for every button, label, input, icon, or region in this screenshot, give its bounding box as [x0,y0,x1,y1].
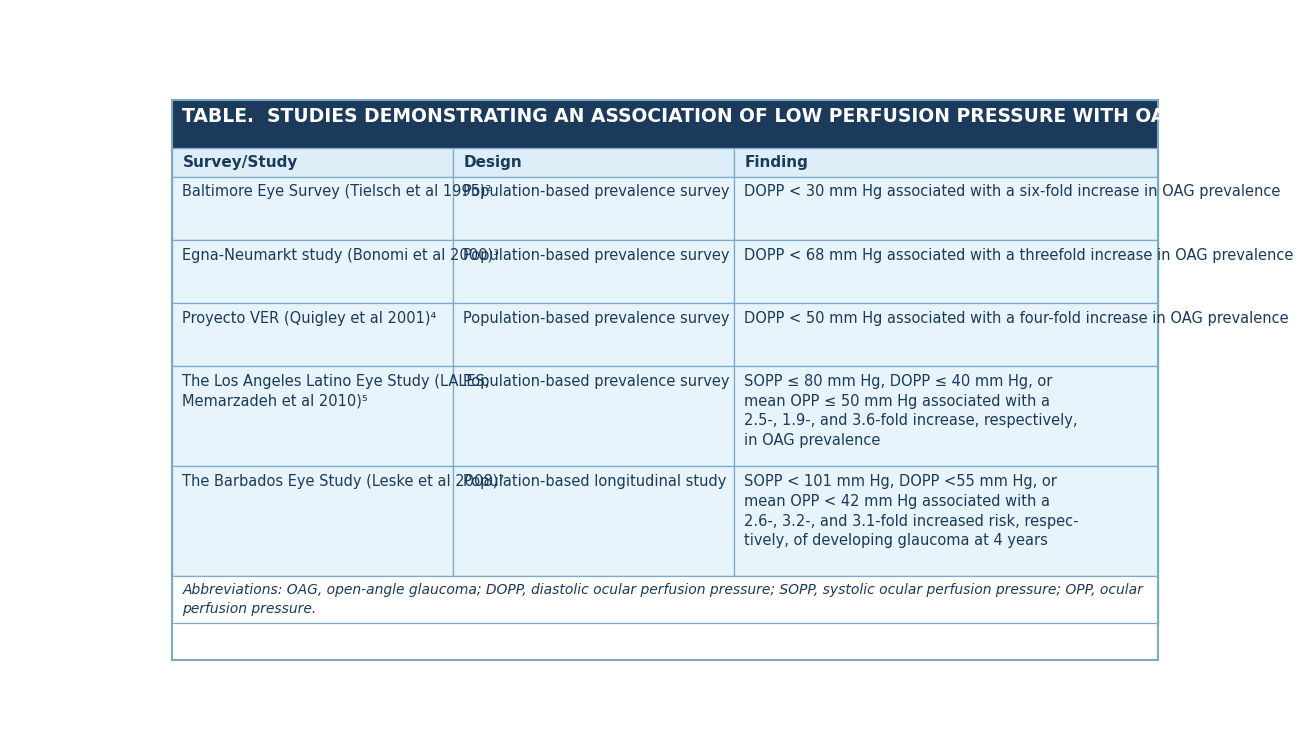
Bar [453,367,735,466]
Text: SOPP < 101 mm Hg, DOPP <55 mm Hg, or
mean OPP < 42 mm Hg associated with a
2.6-,: SOPP < 101 mm Hg, DOPP <55 mm Hg, or mea… [744,474,1079,548]
Text: SOPP ≤ 80 mm Hg, DOPP ≤ 40 mm Hg, or
mean OPP ≤ 50 mm Hg associated with a
2.5-,: SOPP ≤ 80 mm Hg, DOPP ≤ 40 mm Hg, or mea… [744,374,1077,448]
Text: Population-based prevalence survey: Population-based prevalence survey [463,374,729,389]
Bar [735,147,1158,177]
Bar [173,99,1158,147]
Bar [735,303,1158,367]
Bar [173,177,453,240]
Text: Population-based prevalence survey: Population-based prevalence survey [463,248,729,263]
Text: TABLE.  STUDIES DEMONSTRATING AN ASSOCIATION OF LOW PERFUSION PRESSURE WITH OAG: TABLE. STUDIES DEMONSTRATING AN ASSOCIAT… [183,108,1181,126]
Bar [173,147,453,177]
Text: Population-based prevalence survey: Population-based prevalence survey [463,185,729,200]
Bar [453,303,735,367]
Bar [173,367,453,466]
Bar [735,367,1158,466]
Bar [173,240,453,303]
Text: DOPP < 30 mm Hg associated with a six-fold increase in OAG prevalence: DOPP < 30 mm Hg associated with a six-fo… [744,185,1281,200]
Text: Baltimore Eye Survey (Tielsch et al 1995)²: Baltimore Eye Survey (Tielsch et al 1995… [183,185,492,200]
Text: The Los Angeles Latino Eye Study (LALES;
Memarzadeh et al 2010)⁵: The Los Angeles Latino Eye Study (LALES;… [183,374,491,408]
Text: Population-based prevalence survey: Population-based prevalence survey [463,310,729,325]
Bar [173,303,453,367]
Bar [735,466,1158,576]
Text: Egna-Neumarkt study (Bonomi et al 2000)³: Egna-Neumarkt study (Bonomi et al 2000)³ [183,248,500,263]
Text: Population-based longitudinal study: Population-based longitudinal study [463,474,727,489]
Text: Proyecto VER (Quigley et al 2001)⁴: Proyecto VER (Quigley et al 2001)⁴ [183,310,436,325]
Bar [173,466,453,576]
Text: DOPP < 50 mm Hg associated with a four-fold increase in OAG prevalence: DOPP < 50 mm Hg associated with a four-f… [744,310,1289,325]
Text: Finding: Finding [744,156,809,171]
Bar [453,240,735,303]
Text: DOPP < 68 mm Hg associated with a threefold increase in OAG prevalence: DOPP < 68 mm Hg associated with a threef… [744,248,1294,263]
Text: The Barbados Eye Study (Leske et al 2008)⁷: The Barbados Eye Study (Leske et al 2008… [183,474,505,489]
Bar [735,177,1158,240]
Text: Survey/Study: Survey/Study [183,156,297,171]
Bar [735,240,1158,303]
Text: Abbreviations: OAG, open-angle glaucoma; DOPP, diastolic ocular perfusion pressu: Abbreviations: OAG, open-angle glaucoma;… [183,583,1144,616]
Bar [173,576,1158,623]
Bar [453,466,735,576]
Bar [453,147,735,177]
Bar [453,177,735,240]
Text: Design: Design [463,156,522,171]
